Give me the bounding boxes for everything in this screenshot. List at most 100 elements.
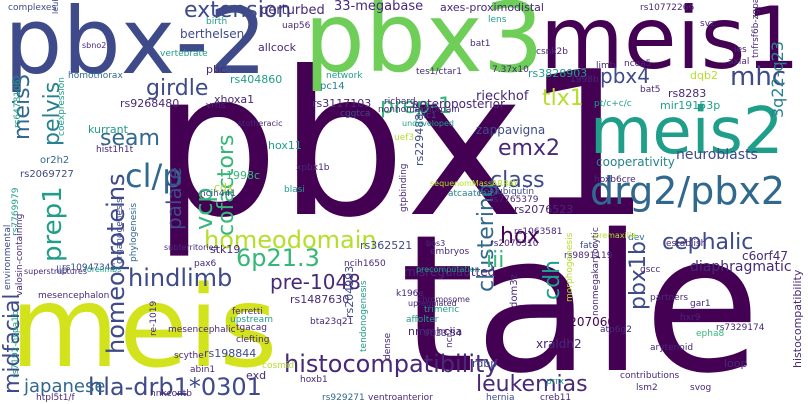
- word-misregulautted: misregulautted: [404, 265, 496, 279]
- word-cosmid: cosmid: [262, 361, 295, 371]
- word-upstream: upstream: [230, 315, 273, 325]
- word-drg2pbx2: drg2/pbx2: [590, 169, 786, 213]
- word-dev: dev: [628, 233, 645, 243]
- word-meis1: meis1: [540, 0, 801, 89]
- word-zappavigna: zappavigna: [476, 123, 546, 137]
- word-polyubiqutin: polyubiqutin: [478, 187, 535, 197]
- word-cooperativity: cooperativity: [596, 155, 675, 169]
- word-cephalic: cephalic: [662, 230, 754, 255]
- word-3q22-q23: 3q22-q23: [768, 41, 787, 118]
- word-pbc: pbc: [206, 63, 227, 76]
- word-prep1: prep1: [38, 186, 68, 262]
- word-bat1: bat1: [470, 39, 491, 49]
- word-6p21-3: 6p21.3: [236, 244, 320, 272]
- word-vrns: vrns: [206, 101, 226, 111]
- word-rs362521: rs362521: [360, 239, 413, 252]
- word-lsm2: lsm2: [636, 383, 658, 393]
- word-tale: tale: [400, 194, 761, 404]
- word-bos3: stotheracic: [238, 119, 283, 128]
- word-clefting: clefting: [236, 335, 270, 345]
- word-hox: hox: [500, 224, 540, 249]
- word-rs2076523: rs2076523: [514, 203, 574, 216]
- word-prep-1: prep-1: [380, 94, 452, 119]
- word-embryos: embryos: [430, 247, 470, 257]
- word-hernia: hernia: [486, 393, 515, 403]
- word-blasi: blasi: [284, 185, 305, 195]
- word-ncoa5: ncoa5: [624, 59, 652, 69]
- word-rs404860: rs404860: [230, 73, 283, 86]
- word-bta23q21: bta23q21: [310, 317, 354, 327]
- word-pbx1: pbx1: [152, 29, 652, 262]
- word-hox11: hox11: [268, 139, 302, 152]
- word-mir19153p: mir19153p: [660, 99, 721, 112]
- word-trimeric: trimeric: [424, 305, 460, 315]
- word-rs9891119: rs9891119: [564, 251, 613, 261]
- word-svog: svog: [690, 383, 712, 393]
- word-tlx1: tlx1: [542, 86, 584, 111]
- word-chromosome: chromosome: [418, 295, 470, 304]
- word-nonmegakaryocytic: nonmegakaryocytic: [591, 227, 601, 316]
- word-network: network: [326, 71, 363, 81]
- word-xpbx1b: xpbx1b: [296, 163, 330, 173]
- word-rs8283: rs8283: [668, 87, 707, 100]
- word-anteroposterior: anteroposterior: [412, 97, 505, 111]
- word-lip: lip: [56, 265, 68, 276]
- word-pbx-2: pbx-2: [4, 0, 267, 95]
- word-meis2: meis2: [590, 95, 784, 169]
- word-uef3: uef3: [394, 133, 415, 143]
- word-fate: fate: [580, 241, 598, 251]
- word-hxr9: hxr9: [680, 313, 701, 323]
- word-cdh: cdh: [540, 259, 565, 300]
- word-ptcc: pt/c+c/c: [594, 99, 632, 109]
- word-rs9268480: rs9268480: [120, 97, 180, 110]
- word-rs1487630: rs1487630: [290, 293, 350, 306]
- word-ventroanterior: ventroanterior: [368, 393, 433, 403]
- word-tnfrsf6b-zgpat: tnfrsf6b-zgpat: [751, 0, 761, 58]
- word-histocompatibility-2: histocompatibility: [791, 269, 804, 368]
- word-xhoxa1: xhoxa1: [214, 93, 255, 106]
- word-superstructures: superstructures: [24, 267, 87, 276]
- word-bat5: bat5: [640, 85, 661, 95]
- word-contributions: contributions: [620, 371, 680, 381]
- word-homothorax: homothorax: [68, 71, 123, 81]
- word-japanese: japanese: [24, 376, 106, 397]
- word-rdbp: rdbp: [472, 357, 498, 370]
- word-class: class: [490, 168, 545, 193]
- word-rs1063581: rs1063581: [514, 227, 563, 237]
- word-pbx3: pbx3: [304, 0, 544, 94]
- word-1998c: 1998c: [226, 169, 261, 182]
- word-rs7329174: rs7329174: [716, 323, 765, 333]
- word-hla-drb1: hla-drb1*0301: [88, 373, 262, 401]
- word-dom3z: dom3z: [509, 274, 520, 308]
- word-lens: lens: [488, 15, 507, 25]
- word-sequenom: sequenomMassARRAY: [430, 179, 519, 188]
- word-svz: svz: [700, 19, 715, 29]
- word-cggtca: cggtca: [340, 109, 371, 119]
- word-htpl5t1f: htpl5t1/f: [36, 393, 75, 403]
- word-rs204993: rs204993: [343, 265, 356, 318]
- word-tendonogenesis: tendonogenesis: [359, 280, 369, 352]
- word-creb11: creb11: [540, 393, 572, 403]
- word-ies: ies: [734, 45, 747, 55]
- word-homeodomain: homeodomain: [204, 226, 377, 254]
- word-complexes: complexes: [8, 3, 57, 13]
- word-hist1h1t: hist1h1t: [96, 145, 134, 155]
- word-mhc: mhc: [730, 62, 787, 92]
- word-iii: iii: [486, 248, 505, 273]
- word-limb: limb: [596, 61, 616, 71]
- word-berthelsen: berthelsen: [180, 27, 245, 41]
- word-rs929271: rs929271: [322, 393, 365, 403]
- word-gtpbinding: gtpbinding: [399, 163, 409, 212]
- word-rs7765379: rs7765379: [490, 195, 539, 205]
- word-tes1ctar1: tes1/ctar1: [416, 67, 462, 77]
- word-neuroblasts: neuroblasts: [676, 147, 758, 163]
- word-ac119: upregulated: [408, 299, 457, 308]
- word-emx2: emx2: [498, 136, 560, 161]
- word-pbx1b: pbx1b: [626, 241, 651, 310]
- word-histocompatibility: histocompatibility: [284, 350, 499, 378]
- word-hoxb6cre: hoxb6cre: [594, 175, 636, 185]
- word-gar1: gar1: [690, 299, 711, 309]
- word-cdx: cdx: [214, 181, 234, 194]
- word-33-megabase: 33-megabase: [334, 0, 424, 14]
